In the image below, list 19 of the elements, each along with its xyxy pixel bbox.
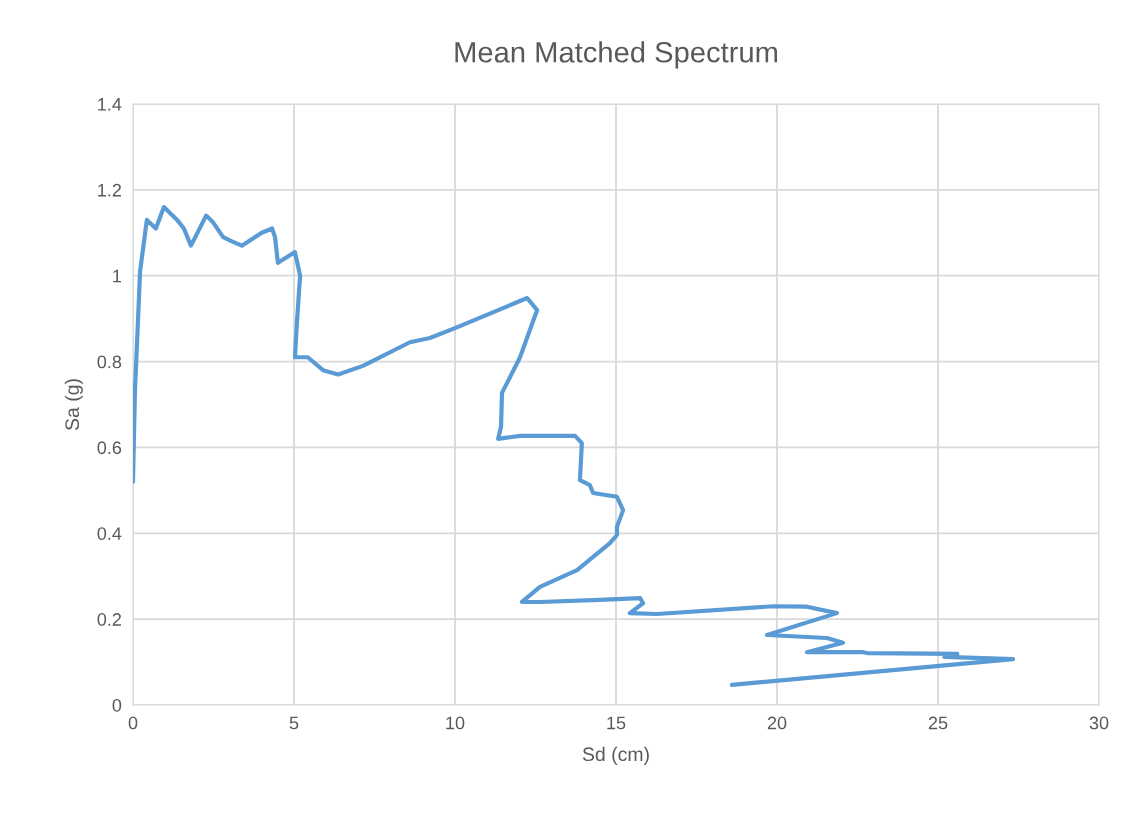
y-axis-title: Sa (g) — [64, 379, 83, 431]
y-tick-label: 0.8 — [97, 355, 122, 369]
x-tick-label: 20 — [767, 716, 787, 730]
y-tick-label: 0.4 — [97, 527, 122, 541]
x-tick-label: 0 — [128, 716, 138, 730]
line-series — [133, 204, 1016, 687]
y-tick-label: 1.2 — [98, 183, 121, 197]
x-tick-label: 25 — [928, 716, 948, 730]
x-tick-label: 30 — [1089, 716, 1109, 730]
y-tick-label: 0.6 — [97, 441, 122, 455]
x-axis-title: Sd (cm) — [582, 746, 649, 765]
y-tick-label: 0.2 — [97, 613, 121, 626]
y-tick-label: 1.4 — [98, 98, 122, 111]
x-tick-label: 15 — [607, 716, 626, 730]
x-tick-label: 5 — [289, 716, 299, 730]
y-tick-label: 1 — [113, 269, 122, 283]
x-tick-label: 10 — [446, 716, 465, 730]
y-tick-label: 0 — [112, 698, 122, 712]
chart-title: Mean Matched Spectrum — [455, 41, 778, 69]
